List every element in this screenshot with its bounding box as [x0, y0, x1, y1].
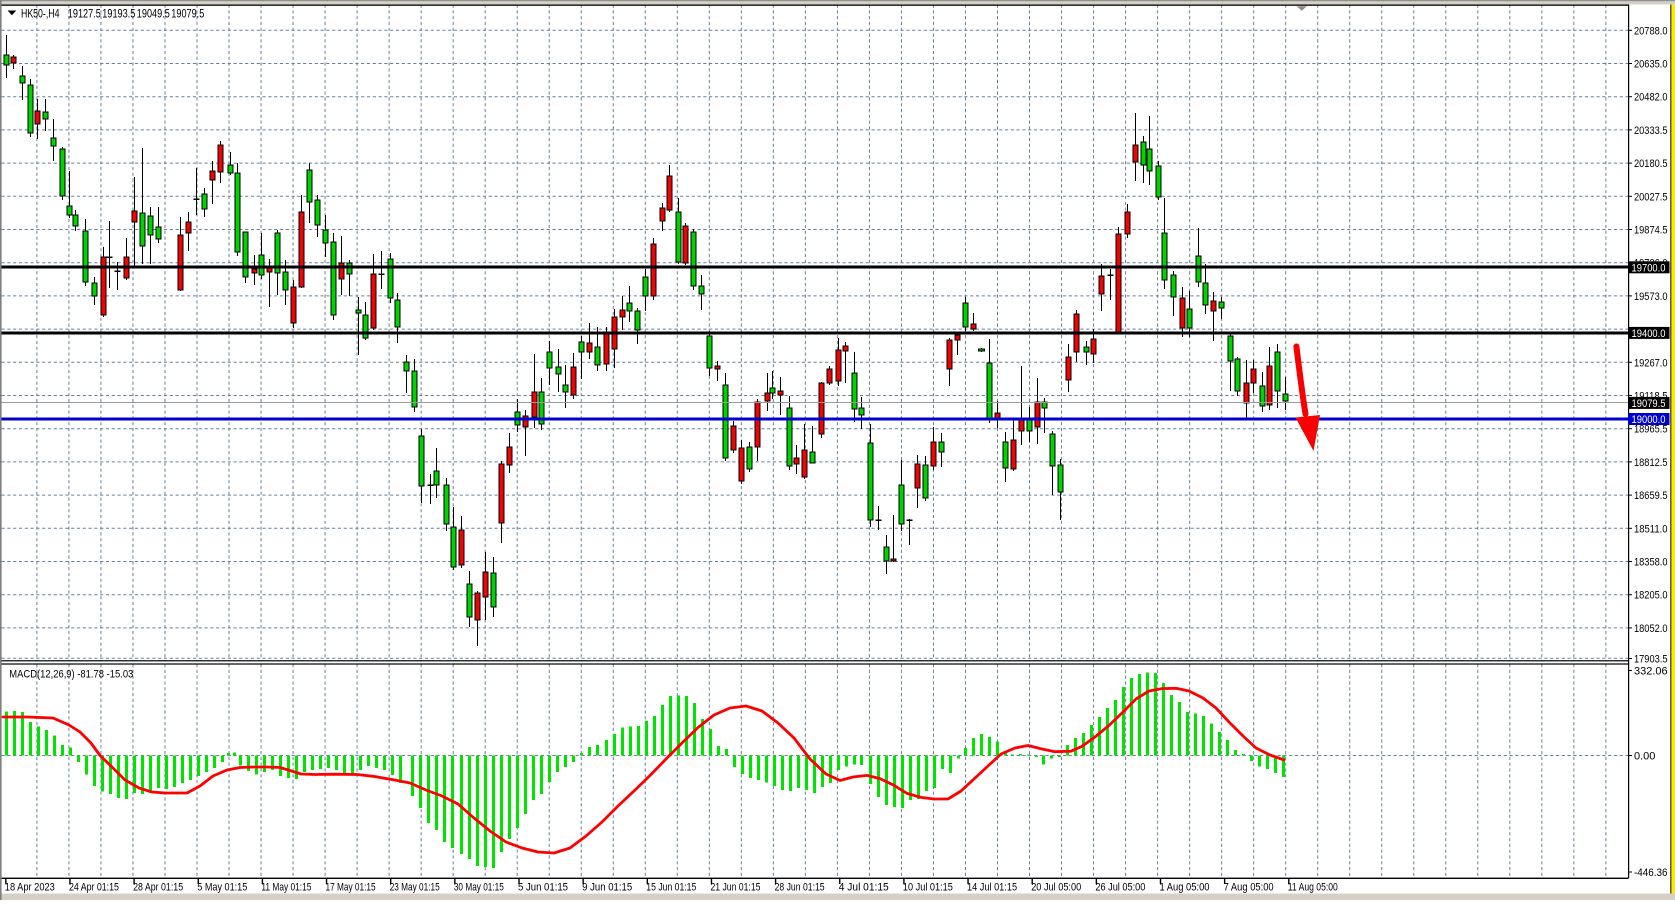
svg-text:18965.5: 18965.5 — [1634, 424, 1668, 436]
svg-text:28 Jun 01:15: 28 Jun 01:15 — [775, 881, 825, 893]
svg-text:MACD(12,26,9) -81.78 -15.03: MACD(12,26,9) -81.78 -15.03 — [9, 669, 133, 681]
svg-text:20635.0: 20635.0 — [1634, 59, 1668, 71]
svg-text:30 May 01:15: 30 May 01:15 — [454, 881, 504, 893]
svg-text:19874.5: 19874.5 — [1634, 225, 1668, 237]
svg-text:11 Aug 05:00: 11 Aug 05:00 — [1288, 881, 1338, 893]
svg-text:18052.0: 18052.0 — [1634, 623, 1668, 635]
svg-text:1 Aug 05:00: 1 Aug 05:00 — [1160, 881, 1210, 893]
svg-text:20 Jul 05:00: 20 Jul 05:00 — [1031, 881, 1081, 893]
svg-text:4 Jul 01:15: 4 Jul 01:15 — [839, 881, 889, 893]
svg-text:19700.0: 19700.0 — [1632, 262, 1666, 274]
svg-text:20333.5: 20333.5 — [1634, 125, 1668, 137]
svg-text:20482.0: 20482.0 — [1634, 92, 1668, 104]
svg-text:0.00: 0.00 — [1634, 751, 1655, 763]
svg-text:19267.0: 19267.0 — [1634, 357, 1668, 369]
svg-text:18659.5: 18659.5 — [1634, 490, 1668, 502]
svg-text:18205.0: 18205.0 — [1634, 590, 1668, 602]
svg-text:19049.5: 19049.5 — [137, 6, 170, 20]
svg-text:7 Aug 05:00: 7 Aug 05:00 — [1224, 881, 1274, 893]
svg-text:19000.0: 19000.0 — [1632, 414, 1666, 426]
svg-text:19573.0: 19573.0 — [1634, 291, 1668, 303]
svg-text:19079.5: 19079.5 — [171, 6, 204, 20]
svg-text:15 Jun 01:15: 15 Jun 01:15 — [646, 881, 696, 893]
svg-text:21 Jun 01:15: 21 Jun 01:15 — [710, 881, 760, 893]
svg-text:28 Apr 01:15: 28 Apr 01:15 — [133, 881, 183, 893]
svg-text:11 May 01:15: 11 May 01:15 — [261, 881, 311, 893]
svg-text:20788.0: 20788.0 — [1634, 25, 1668, 37]
svg-text:19400.0: 19400.0 — [1632, 328, 1666, 340]
svg-text:5 Jun 01:15: 5 Jun 01:15 — [518, 881, 568, 893]
svg-text:24 Apr 01:15: 24 Apr 01:15 — [69, 881, 119, 893]
svg-text:23 May 01:15: 23 May 01:15 — [390, 881, 440, 893]
svg-text:332.06: 332.06 — [1634, 666, 1668, 678]
svg-text:10 Jul 01:15: 10 Jul 01:15 — [903, 881, 953, 893]
svg-text:19193.5: 19193.5 — [102, 6, 135, 20]
svg-text:19127.5: 19127.5 — [68, 6, 101, 20]
svg-text:17903.5: 17903.5 — [1634, 654, 1668, 666]
svg-text:20180.5: 20180.5 — [1634, 158, 1668, 170]
svg-text:26 Jul 05:00: 26 Jul 05:00 — [1095, 881, 1145, 893]
svg-text:20027.5: 20027.5 — [1634, 191, 1668, 203]
svg-text:17 May 01:15: 17 May 01:15 — [326, 881, 376, 893]
svg-text:19079.5: 19079.5 — [1632, 398, 1666, 410]
svg-text:18812.5: 18812.5 — [1634, 457, 1668, 469]
svg-text:18 Apr 2023: 18 Apr 2023 — [5, 881, 55, 893]
svg-text:9 Jun 01:15: 9 Jun 01:15 — [582, 881, 632, 893]
svg-text:18511.0: 18511.0 — [1634, 523, 1668, 535]
svg-text:HK50-,H4: HK50-,H4 — [21, 6, 60, 20]
svg-text:14 Jul 01:15: 14 Jul 01:15 — [967, 881, 1017, 893]
svg-text:18358.0: 18358.0 — [1634, 557, 1668, 569]
svg-text:5 May 01:15: 5 May 01:15 — [197, 881, 247, 893]
svg-text:-446.36: -446.36 — [1634, 867, 1668, 879]
